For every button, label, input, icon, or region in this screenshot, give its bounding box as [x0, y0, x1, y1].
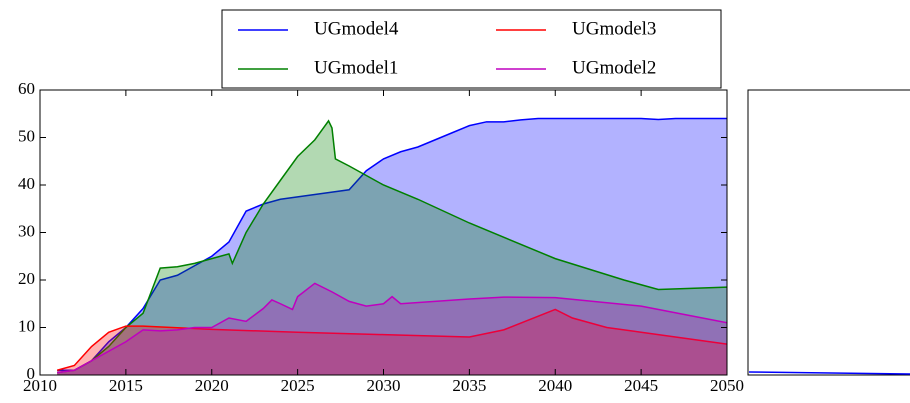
series-line: [57, 282, 728, 374]
x-tick-label: 2015: [109, 376, 143, 395]
x-tick-label: 2020: [195, 376, 229, 395]
y-tick-label: 20: [18, 269, 35, 288]
legend-box: [221, 9, 722, 89]
legend-label: UGmodel4: [314, 18, 399, 39]
y-tick-label: 0: [27, 364, 36, 383]
plot: [56, 117, 728, 375]
y-tick-label: 60: [18, 79, 35, 98]
y-tick-label: 50: [18, 126, 35, 145]
series-line: [56, 308, 728, 371]
y-tick-label: 30: [18, 221, 35, 240]
second-panel-frame: [747, 89, 910, 376]
x-tick-label: 2010: [23, 376, 57, 395]
area-fill: [57, 283, 728, 375]
x-tick-label: 2035: [452, 376, 486, 395]
x-tick-label: 2050: [710, 376, 744, 395]
y-tick-label: 40: [18, 174, 35, 193]
legend-label: UGmodel2: [572, 57, 656, 78]
legend: UGmodel4 UGmodel1 UGmodel3 UGmodel2: [221, 9, 722, 89]
x-tick-label: 2040: [538, 376, 572, 395]
y-tick-label: 10: [18, 316, 35, 335]
series-line: [57, 119, 728, 374]
area-fill: [57, 309, 728, 375]
legend-label: UGmodel1: [314, 57, 398, 78]
second-panel-line: [748, 371, 910, 375]
x-tick-label: 2025: [281, 376, 315, 395]
legend-label: UGmodel3: [572, 18, 656, 39]
x-tick-label: 2030: [367, 376, 401, 395]
x-tick-label: 2045: [624, 376, 658, 395]
